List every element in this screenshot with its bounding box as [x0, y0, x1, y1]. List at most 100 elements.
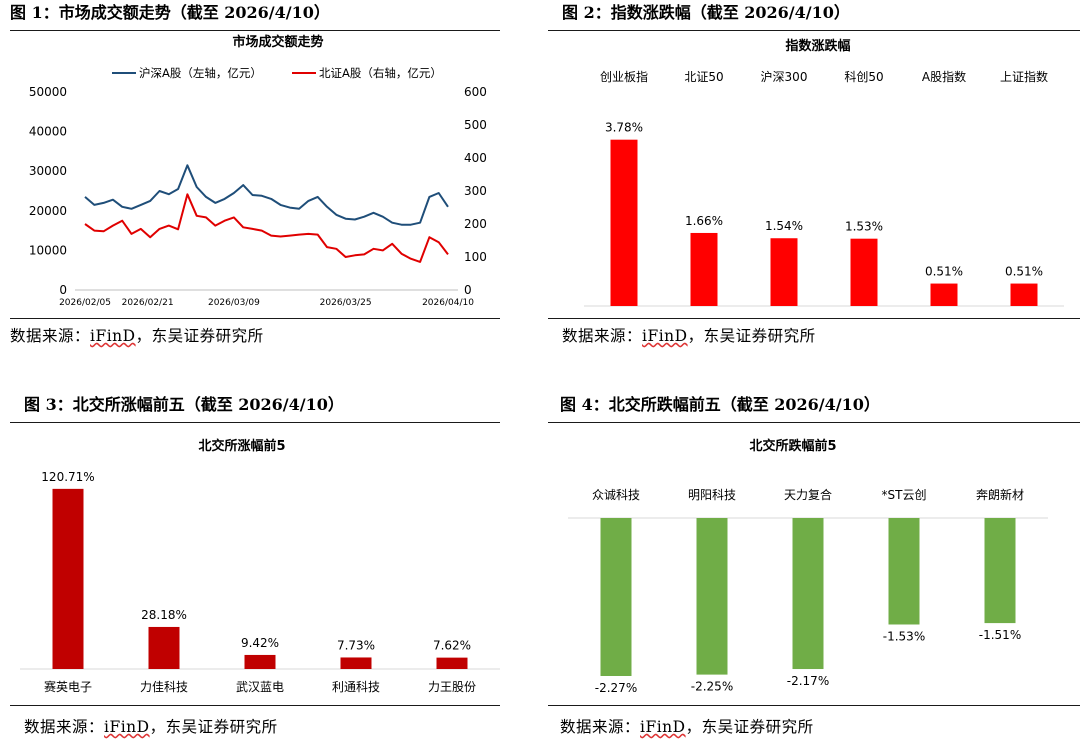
category-label: 沪深300 — [761, 70, 808, 84]
bar — [792, 518, 824, 670]
bar — [52, 488, 84, 669]
category-label: 武汉蓝电 — [236, 680, 284, 694]
figure-4-title: 图 4：北交所跌幅前五（截至 2026/4/10） — [560, 395, 880, 414]
data-label: 28.18% — [141, 608, 187, 622]
bar — [770, 238, 798, 306]
bar — [600, 518, 632, 676]
category-label: 上证指数 — [1000, 69, 1048, 84]
data-label: -1.53% — [883, 629, 925, 643]
bar — [148, 626, 180, 669]
bar — [436, 657, 468, 669]
data-label: -2.27% — [595, 681, 637, 695]
source-prefix: 数据来源： — [562, 327, 643, 345]
chart-bse-top-gainers: 北交所涨幅前5 120.71% 赛英电子 28.18% 力佳科技 9.42% 武汉蓝电 7.7… — [20, 438, 500, 694]
data-label: -1.51% — [979, 628, 1021, 642]
legend-label-1: 沪深A股（左轴，亿元） — [139, 66, 262, 80]
figure-1-bottom-rule — [10, 318, 500, 319]
category-label: 众诚科技 — [592, 488, 640, 502]
figure-1-panel: 图 1：市场成交额走势（截至 2026/4/10） 市场成交额走势 沪深A股（左轴… — [10, 0, 500, 360]
x-tick-label: 2026/03/09 — [208, 298, 260, 308]
bar — [340, 657, 372, 669]
category-label: 奔朗新材 — [976, 487, 1024, 502]
x-tick-label: 2026/04/10 — [422, 298, 474, 308]
bar — [1010, 283, 1038, 306]
source-prefix: 数据来源： — [560, 718, 641, 736]
y-right-tick-label: 100 — [464, 250, 487, 264]
chart-title: 北交所涨幅前5 — [198, 438, 285, 454]
x-tick-label: 2026/03/25 — [320, 298, 372, 308]
bar — [696, 518, 728, 675]
y-right-tick-label: 600 — [464, 85, 487, 99]
category-label: 天力复合 — [784, 487, 832, 502]
chart-title: 北交所跌幅前5 — [749, 438, 836, 454]
y-left-tick-label: 10000 — [29, 243, 67, 257]
figure-2-source: 数据来源：iFinD，东吴证券研究所 — [562, 323, 816, 349]
category-label: 创业板指 — [600, 69, 648, 84]
category-label: 力王股份 — [428, 680, 476, 694]
figure-3-panel: 图 3：北交所涨幅前五（截至 2026/4/10） 北交所涨幅前5 120.71%… — [10, 392, 500, 755]
y-right-tick-label: 500 — [464, 118, 487, 132]
series-line-1 — [84, 164, 449, 226]
source-suffix: ，东吴证券研究所 — [687, 327, 816, 345]
y-left-tick-label: 50000 — [29, 85, 67, 99]
figure-2-title: 图 2：指数涨跌幅（截至 2026/4/10） — [562, 3, 850, 22]
data-label: 7.62% — [433, 639, 471, 653]
figure-2-panel: 图 2：指数涨跌幅（截至 2026/4/10） 指数涨跌幅 3.78% 创业板指 1.… — [548, 0, 1080, 360]
bar — [850, 238, 878, 306]
data-label: 120.71% — [41, 470, 94, 484]
category-label: A股指数 — [922, 69, 966, 84]
category-label: 赛英电子 — [44, 679, 92, 694]
legend-label-2: 北证A股（右轴，亿元） — [319, 66, 442, 80]
data-label: 0.51% — [1005, 265, 1043, 279]
data-label: 1.54% — [765, 219, 803, 233]
x-tick-label: 2026/02/21 — [122, 298, 174, 308]
source-link: iFinD — [90, 327, 136, 345]
data-label: 3.78% — [605, 121, 643, 135]
data-label: 7.73% — [337, 638, 375, 652]
y-right-tick-label: 300 — [464, 184, 487, 198]
category-label: 北证50 — [684, 70, 723, 84]
category-label: 科创50 — [844, 70, 883, 84]
category-label: 利通科技 — [332, 680, 380, 694]
bar — [244, 654, 276, 669]
figure-1-title: 图 1：市场成交额走势（截至 2026/4/10） — [10, 3, 330, 22]
y-right-tick-label: 400 — [464, 151, 487, 165]
y-left-tick-label: 40000 — [29, 125, 67, 139]
data-label: 1.66% — [685, 214, 723, 228]
bar — [610, 139, 638, 306]
data-label: 1.53% — [845, 220, 883, 234]
figure-1-top-rule — [10, 30, 500, 31]
y-left-tick-label: 30000 — [29, 164, 67, 178]
y-right-tick-label: 200 — [464, 217, 487, 231]
bar — [984, 518, 1016, 624]
bar — [690, 232, 718, 306]
chart-bse-top-decliners: 北交所跌幅前5 -2.27% 众诚科技 -2.25% 明阳科技 -2.17% 天力复合 -1.… — [568, 438, 1048, 695]
category-label: *ST云创 — [882, 488, 927, 502]
y-right-tick-label: 0 — [464, 283, 472, 297]
source-suffix: ，东吴证券研究所 — [149, 718, 278, 736]
figure-2-top-rule — [548, 30, 1080, 31]
y-left-tick-label: 20000 — [29, 204, 67, 218]
series-line-2 — [84, 193, 449, 263]
source-link: iFinD — [104, 718, 150, 736]
figure-3-top-rule — [10, 422, 500, 423]
category-label: 力佳科技 — [140, 680, 188, 694]
y-left-tick-label: 0 — [59, 283, 67, 297]
figure-1-source: 数据来源：iFinD，东吴证券研究所 — [10, 323, 264, 349]
data-label: -2.25% — [691, 680, 733, 694]
source-suffix: ，东吴证券研究所 — [685, 718, 814, 736]
data-label: -2.17% — [787, 674, 829, 688]
figure-3-title: 图 3：北交所涨幅前五（截至 2026/4/10） — [24, 395, 344, 414]
chart-index-change: 指数涨跌幅 3.78% 创业板指 1.66% 北证50 1.54% 沪深300 1.53% 科创… — [584, 38, 1064, 307]
data-label: 0.51% — [925, 265, 963, 279]
figure-4-panel: 图 4：北交所跌幅前五（截至 2026/4/10） 北交所跌幅前5 -2.27% 众… — [548, 392, 1080, 755]
source-link: iFinD — [642, 327, 688, 345]
figure-4-source: 数据来源：iFinD，东吴证券研究所 — [560, 714, 814, 740]
source-prefix: 数据来源： — [10, 327, 91, 345]
figure-2-bottom-rule — [548, 318, 1080, 319]
source-suffix: ，东吴证券研究所 — [135, 327, 264, 345]
source-prefix: 数据来源： — [24, 718, 105, 736]
x-tick-label: 2026/02/05 — [59, 298, 111, 308]
figure-3-source: 数据来源：iFinD，东吴证券研究所 — [24, 714, 278, 740]
